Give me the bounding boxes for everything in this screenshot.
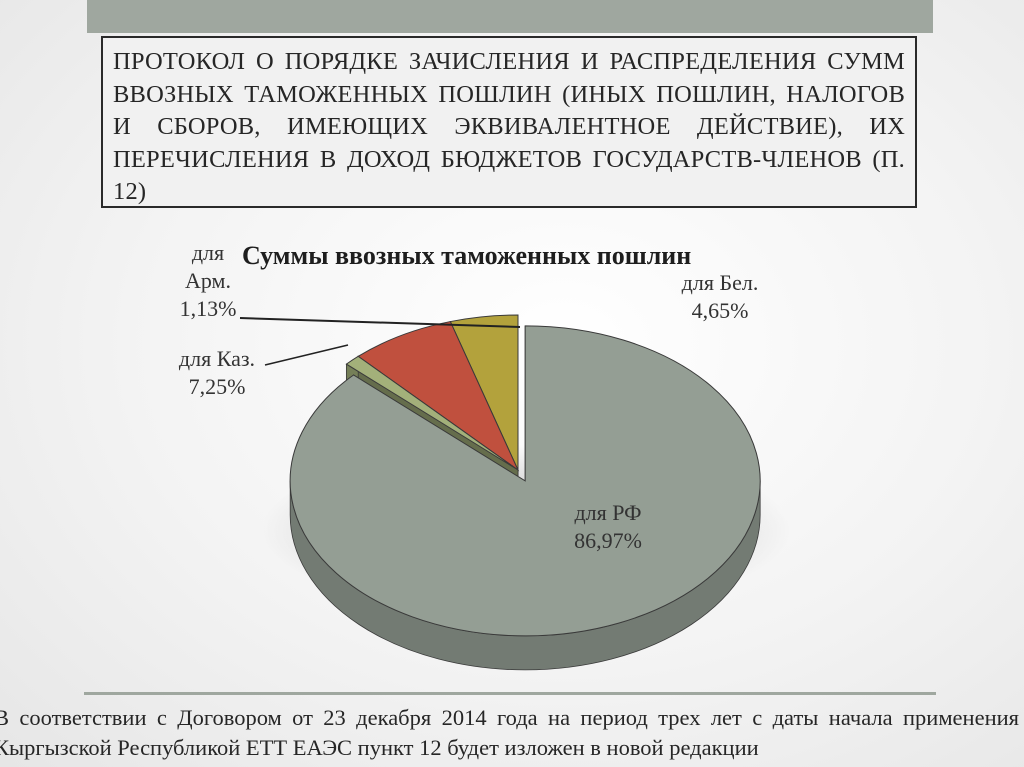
- leader-line-kaz: [264, 344, 349, 366]
- footer-text: В соответствии с Договором от 23 декабря…: [0, 705, 1019, 760]
- leader-line-arm: [239, 317, 521, 328]
- header-title: ПРОТОКОЛ О ПОРЯДКЕ ЗАЧИСЛЕНИЯ И РАСПРЕДЕ…: [113, 48, 905, 205]
- chart-title: Суммы ввозных таможенных пошлин: [242, 241, 692, 270]
- pie-top-rf: [289, 325, 761, 637]
- slice-label-bel: для Бел. 4,65%: [682, 270, 759, 323]
- pie-slice-rf: [289, 325, 761, 671]
- top-decorative-bar: [87, 0, 933, 33]
- pie-top-kaz: [357, 321, 520, 472]
- slice-label-arm: для Арм. 1,13%: [180, 240, 237, 321]
- footer-divider: [84, 692, 936, 695]
- header-box: ПРОТОКОЛ О ПОРЯДКЕ ЗАЧИСЛЕНИЯ И РАСПРЕДЕ…: [101, 36, 917, 208]
- pie-top-arm: [345, 355, 519, 471]
- slice-label-rf: для РФ 86,97%: [574, 500, 642, 553]
- slice-label-kaz: для Каз. 7,25%: [179, 346, 255, 399]
